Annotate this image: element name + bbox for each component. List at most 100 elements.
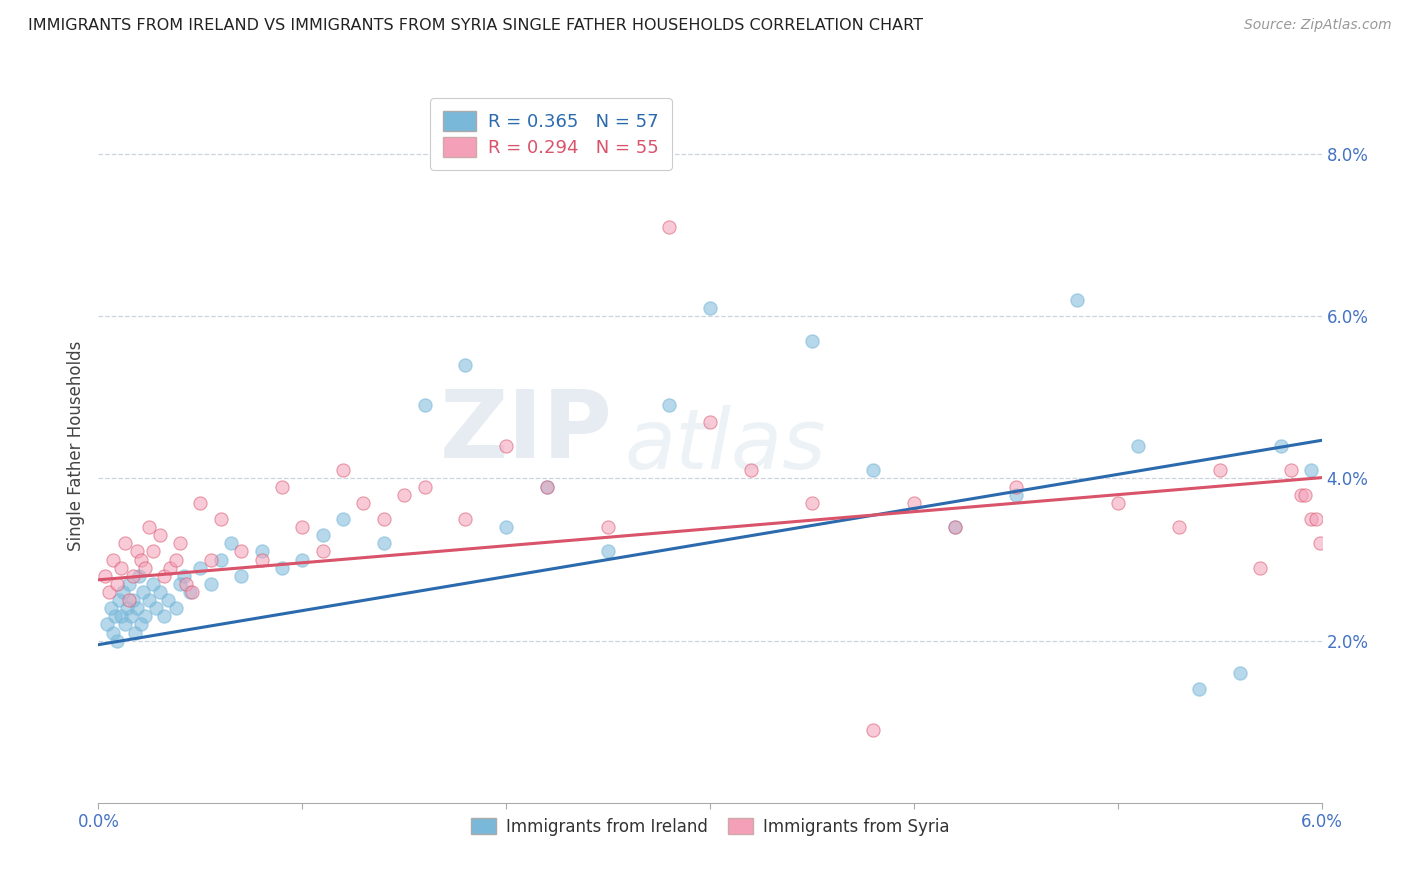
Point	[413, 479, 436, 493]
Point	[801, 496, 824, 510]
Point	[122, 568, 145, 582]
Point	[104, 609, 127, 624]
Point	[156, 593, 179, 607]
Point	[101, 552, 124, 566]
Point	[115, 601, 138, 615]
Point	[174, 577, 197, 591]
Point	[740, 463, 762, 477]
Point	[149, 585, 172, 599]
Point	[373, 536, 395, 550]
Point	[209, 512, 232, 526]
Point	[159, 560, 181, 574]
Point	[124, 625, 146, 640]
Point	[1279, 463, 1302, 477]
Y-axis label: Single Father Households: Single Father Households	[66, 341, 84, 551]
Point	[862, 463, 884, 477]
Point	[1291, 488, 1313, 502]
Point	[169, 577, 191, 591]
Point	[1004, 488, 1026, 502]
Point	[122, 593, 145, 607]
Point	[658, 220, 681, 235]
Point	[352, 496, 374, 510]
Point	[1294, 488, 1316, 502]
Point	[270, 479, 292, 493]
Point	[111, 585, 134, 599]
Point	[110, 560, 132, 574]
Point	[152, 568, 174, 582]
Point	[596, 544, 619, 558]
Point	[1249, 560, 1271, 574]
Point	[219, 536, 242, 550]
Point	[536, 479, 558, 493]
Text: atlas: atlas	[624, 406, 827, 486]
Point	[862, 723, 884, 737]
Point	[105, 577, 128, 591]
Point	[1301, 463, 1323, 477]
Point	[101, 625, 124, 640]
Point	[454, 358, 477, 372]
Point	[188, 560, 211, 574]
Point	[200, 577, 222, 591]
Point	[250, 552, 273, 566]
Text: Source: ZipAtlas.com: Source: ZipAtlas.com	[1244, 18, 1392, 32]
Point	[495, 520, 517, 534]
Point	[134, 609, 156, 624]
Point	[801, 334, 824, 348]
Point	[118, 593, 141, 607]
Point	[142, 544, 165, 558]
Point	[250, 544, 273, 558]
Point	[100, 601, 122, 615]
Point	[188, 496, 211, 510]
Point	[149, 528, 172, 542]
Point	[145, 601, 167, 615]
Point	[1301, 512, 1323, 526]
Point	[1208, 463, 1230, 477]
Point	[1188, 682, 1211, 697]
Point	[229, 568, 253, 582]
Point	[1270, 439, 1292, 453]
Point	[132, 585, 155, 599]
Point	[93, 568, 115, 582]
Point	[129, 617, 152, 632]
Point	[134, 560, 156, 574]
Point	[311, 528, 335, 542]
Point	[1167, 520, 1189, 534]
Point	[209, 552, 232, 566]
Point	[536, 479, 558, 493]
Point	[114, 536, 136, 550]
Point	[129, 552, 152, 566]
Point	[1309, 536, 1331, 550]
Point	[118, 577, 141, 591]
Point	[332, 512, 354, 526]
Point	[229, 544, 253, 558]
Point	[903, 496, 925, 510]
Point	[943, 520, 966, 534]
Point	[1126, 439, 1149, 453]
Point	[152, 609, 174, 624]
Point	[699, 415, 721, 429]
Text: IMMIGRANTS FROM IRELAND VS IMMIGRANTS FROM SYRIA SINGLE FATHER HOUSEHOLDS CORREL: IMMIGRANTS FROM IRELAND VS IMMIGRANTS FR…	[28, 18, 924, 33]
Point	[181, 585, 204, 599]
Point	[108, 593, 131, 607]
Point	[943, 520, 966, 534]
Point	[128, 568, 150, 582]
Point	[120, 609, 142, 624]
Point	[165, 601, 187, 615]
Point	[596, 520, 619, 534]
Point	[105, 633, 128, 648]
Point	[658, 399, 681, 413]
Legend: Immigrants from Ireland, Immigrants from Syria: Immigrants from Ireland, Immigrants from…	[463, 810, 957, 845]
Point	[114, 617, 136, 632]
Point	[138, 593, 160, 607]
Point	[179, 585, 201, 599]
Point	[1107, 496, 1129, 510]
Point	[1305, 512, 1327, 526]
Point	[332, 463, 354, 477]
Text: ZIP: ZIP	[439, 385, 612, 478]
Point	[1066, 293, 1088, 307]
Point	[142, 577, 165, 591]
Point	[127, 601, 149, 615]
Point	[1004, 479, 1026, 493]
Point	[165, 552, 187, 566]
Point	[699, 301, 721, 315]
